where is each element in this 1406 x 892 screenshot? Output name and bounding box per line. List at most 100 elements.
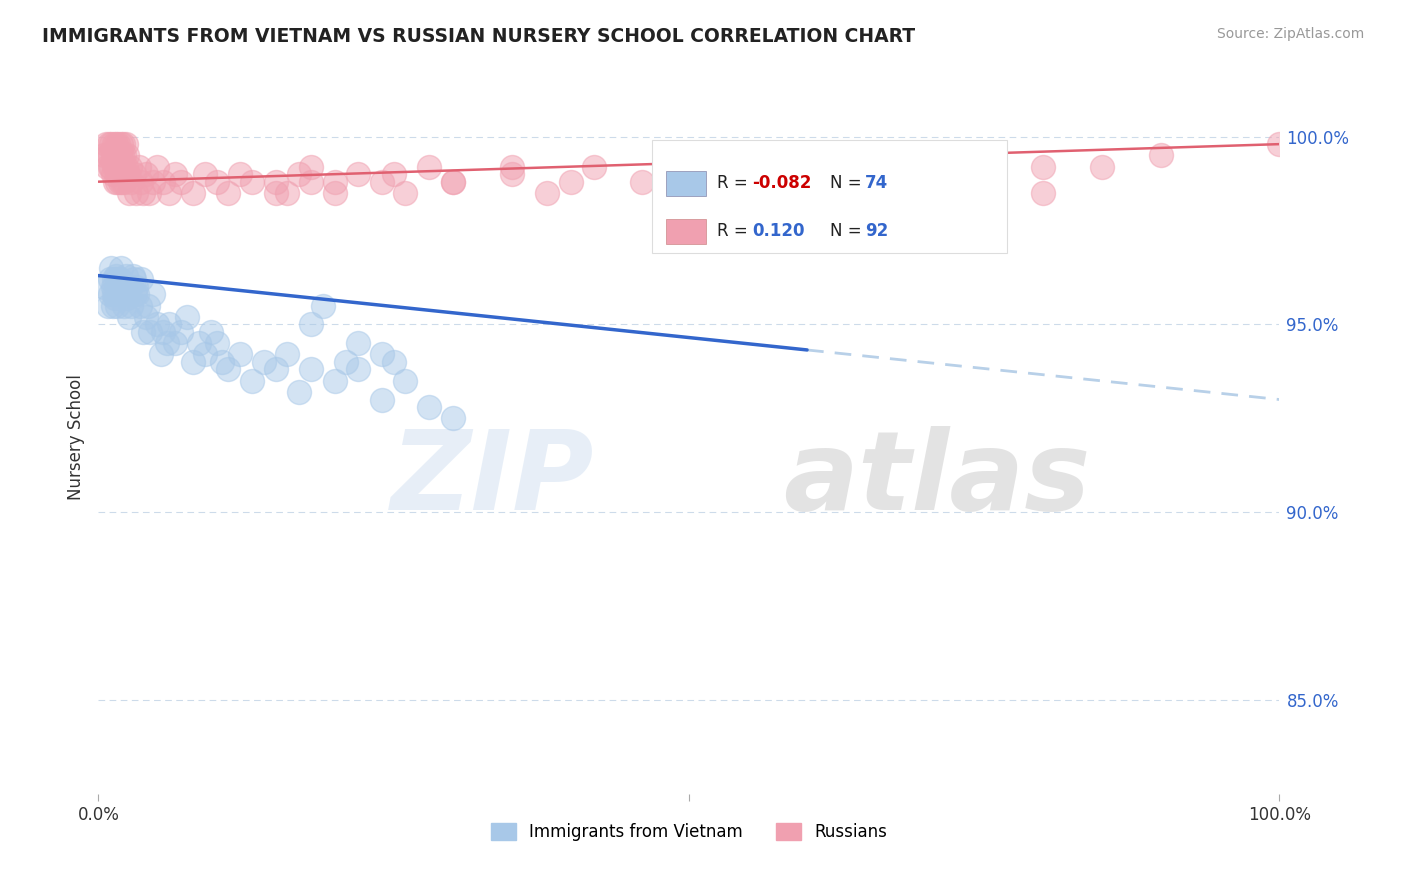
- Point: [165, 167, 187, 181]
- Point: [152, 175, 174, 189]
- Point: [276, 186, 298, 200]
- Point: [181, 186, 204, 200]
- Point: [125, 186, 148, 200]
- Point: [121, 299, 143, 313]
- Point: [101, 167, 124, 181]
- Point: [737, 160, 759, 174]
- Point: [394, 374, 416, 388]
- Point: [501, 167, 523, 181]
- Text: N =: N =: [830, 174, 866, 192]
- Point: [128, 160, 150, 174]
- Point: [157, 186, 180, 200]
- Point: [94, 137, 117, 152]
- Point: [914, 167, 936, 181]
- Point: [441, 175, 464, 189]
- Point: [142, 287, 165, 301]
- Point: [105, 268, 128, 283]
- Point: [335, 355, 357, 369]
- Text: 74: 74: [865, 174, 889, 192]
- Point: [93, 148, 115, 162]
- Point: [1032, 160, 1054, 174]
- Point: [93, 280, 115, 294]
- Point: [299, 362, 322, 376]
- Point: [501, 160, 523, 174]
- Point: [240, 175, 263, 189]
- Text: R =: R =: [717, 174, 754, 192]
- Point: [194, 167, 217, 181]
- Point: [112, 280, 135, 294]
- Point: [108, 272, 131, 286]
- Point: [796, 160, 818, 174]
- Point: [105, 280, 128, 294]
- Point: [101, 148, 124, 162]
- Point: [111, 175, 134, 189]
- Point: [418, 400, 440, 414]
- Point: [112, 175, 135, 189]
- Text: Source: ZipAtlas.com: Source: ZipAtlas.com: [1216, 27, 1364, 41]
- Point: [100, 137, 122, 152]
- Point: [100, 261, 122, 276]
- Point: [200, 325, 222, 339]
- Point: [371, 392, 394, 407]
- Point: [394, 186, 416, 200]
- Point: [104, 148, 127, 162]
- Point: [176, 310, 198, 324]
- Point: [107, 287, 129, 301]
- Point: [114, 268, 136, 283]
- Point: [323, 374, 346, 388]
- Point: [112, 137, 135, 152]
- Point: [98, 287, 121, 301]
- Point: [108, 148, 131, 162]
- Point: [97, 299, 120, 313]
- Point: [299, 160, 322, 174]
- Point: [441, 411, 464, 425]
- Point: [118, 186, 141, 200]
- Point: [299, 175, 322, 189]
- Point: [170, 175, 193, 189]
- Point: [118, 310, 141, 324]
- Point: [288, 167, 311, 181]
- Point: [217, 186, 239, 200]
- Point: [128, 299, 150, 313]
- Point: [108, 175, 131, 189]
- Text: IMMIGRANTS FROM VIETNAM VS RUSSIAN NURSERY SCHOOL CORRELATION CHART: IMMIGRANTS FROM VIETNAM VS RUSSIAN NURSE…: [42, 27, 915, 45]
- Point: [371, 347, 394, 361]
- Point: [181, 355, 204, 369]
- Point: [165, 336, 187, 351]
- Point: [103, 137, 125, 152]
- Point: [105, 160, 128, 174]
- Text: 0.120: 0.120: [752, 222, 804, 241]
- Point: [98, 148, 121, 162]
- Point: [312, 299, 335, 313]
- Text: -0.082: -0.082: [752, 174, 811, 192]
- Point: [276, 347, 298, 361]
- Point: [205, 336, 228, 351]
- Point: [205, 175, 228, 189]
- Point: [1150, 148, 1173, 162]
- Point: [157, 318, 180, 332]
- Point: [112, 160, 135, 174]
- Point: [187, 336, 209, 351]
- Point: [110, 261, 132, 276]
- Point: [536, 186, 558, 200]
- Point: [107, 137, 129, 152]
- Point: [127, 287, 149, 301]
- Text: R =: R =: [717, 222, 754, 241]
- Point: [132, 186, 155, 200]
- Point: [111, 287, 134, 301]
- Point: [973, 167, 995, 181]
- Point: [105, 175, 128, 189]
- Point: [136, 299, 159, 313]
- Point: [111, 148, 134, 162]
- Y-axis label: Nursery School: Nursery School: [66, 374, 84, 500]
- Point: [583, 160, 606, 174]
- Point: [347, 167, 370, 181]
- Point: [96, 160, 118, 174]
- Point: [138, 186, 160, 200]
- Point: [98, 137, 121, 152]
- Point: [129, 175, 152, 189]
- Point: [418, 160, 440, 174]
- Point: [121, 175, 143, 189]
- Point: [105, 137, 128, 152]
- Point: [97, 148, 120, 162]
